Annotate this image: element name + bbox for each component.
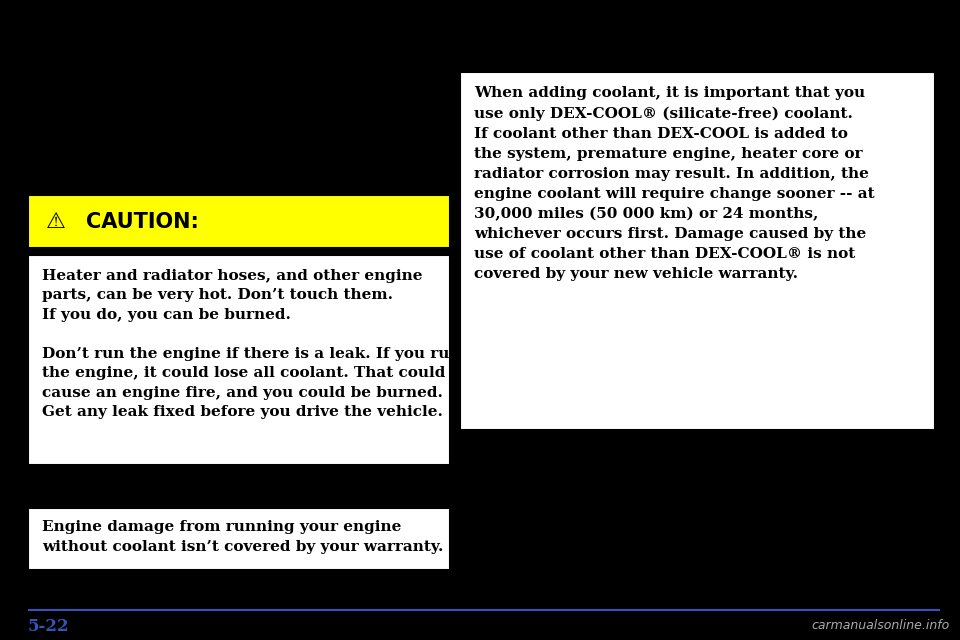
Text: 5-22: 5-22 bbox=[28, 618, 70, 635]
Bar bbox=[28, 195, 450, 248]
Bar bbox=[460, 72, 935, 430]
Text: ⚠: ⚠ bbox=[46, 211, 66, 232]
Text: CAUTION:: CAUTION: bbox=[86, 211, 199, 232]
Text: Heater and radiator hoses, and other engine
parts, can be very hot. Don’t touch : Heater and radiator hoses, and other eng… bbox=[42, 269, 422, 322]
Text: carmanualsonline.info: carmanualsonline.info bbox=[812, 619, 950, 632]
Bar bbox=[28, 508, 450, 570]
Text: When adding coolant, it is important that you
use only DEX-COOL® (silicate-free): When adding coolant, it is important tha… bbox=[474, 86, 875, 282]
Text: Engine damage from running your engine
without coolant isn’t covered by your war: Engine damage from running your engine w… bbox=[42, 520, 444, 554]
Text: Don’t run the engine if there is a leak. If you run
the engine, it could lose al: Don’t run the engine if there is a leak.… bbox=[42, 347, 461, 419]
Bar bbox=[28, 255, 450, 465]
